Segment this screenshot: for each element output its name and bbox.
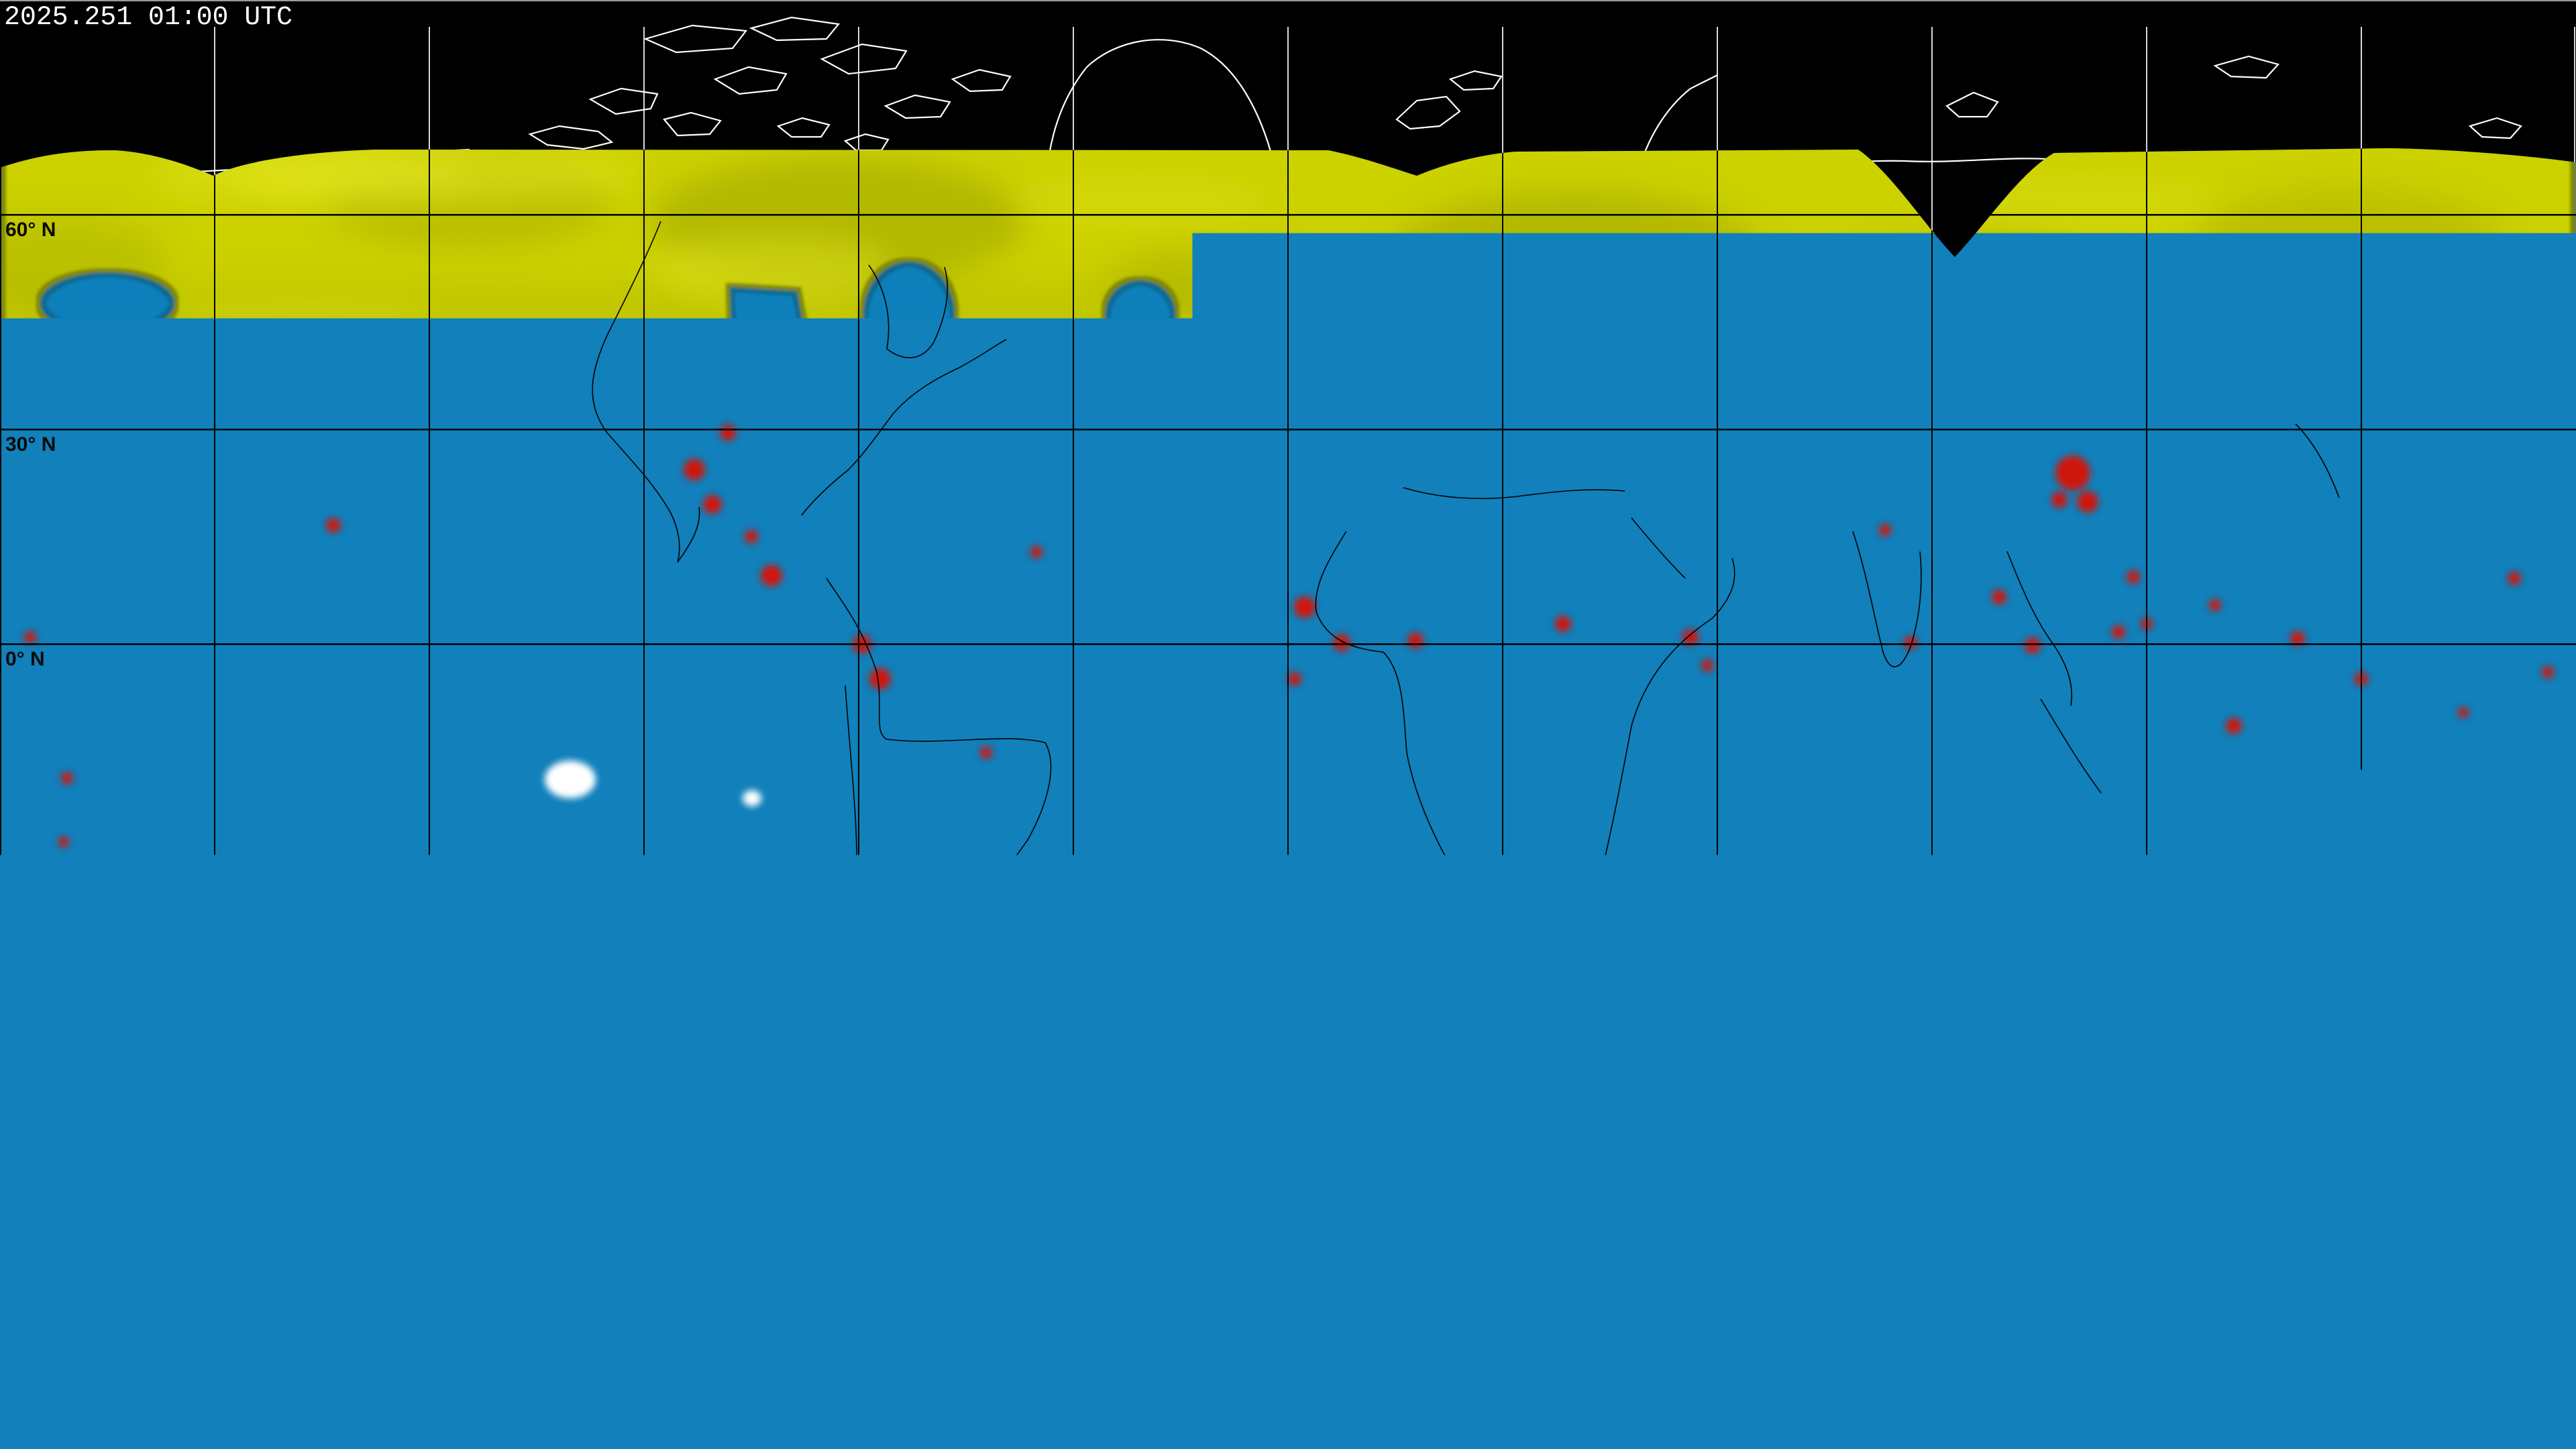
svg-text:Brightness Temperature in 6.75: Brightness Temperature in 6.75um, Kelvin [964, 1379, 1612, 1409]
svg-text:310: 310 [1837, 1345, 1882, 1373]
svg-text:250: 250 [1310, 1345, 1355, 1373]
svg-text:280: 280 [1574, 1345, 1619, 1373]
svg-text:220: 220 [1046, 1345, 1091, 1373]
svg-text:180: 180 [696, 1345, 741, 1373]
svg-text:240: 240 [1222, 1345, 1267, 1373]
svg-text:60° N: 60° N [5, 219, 56, 241]
svg-text:270: 270 [1486, 1345, 1531, 1373]
svg-text:30° N: 30° N [5, 433, 56, 455]
svg-text:230: 230 [1134, 1345, 1179, 1373]
svg-text:0° N: 0° N [5, 648, 45, 670]
svg-text:300: 300 [1750, 1345, 1794, 1373]
svg-text:60° S: 60° S [5, 1077, 55, 1099]
svg-text:30° S: 30° S [5, 863, 55, 885]
svg-text:190: 190 [784, 1345, 828, 1373]
svg-text:200: 200 [871, 1345, 916, 1373]
svg-text:210: 210 [959, 1345, 1004, 1373]
svg-text:260: 260 [1398, 1345, 1443, 1373]
svg-text:290: 290 [1662, 1345, 1707, 1373]
svg-text:2025.251 01:00 UTC: 2025.251 01:00 UTC [4, 3, 292, 33]
